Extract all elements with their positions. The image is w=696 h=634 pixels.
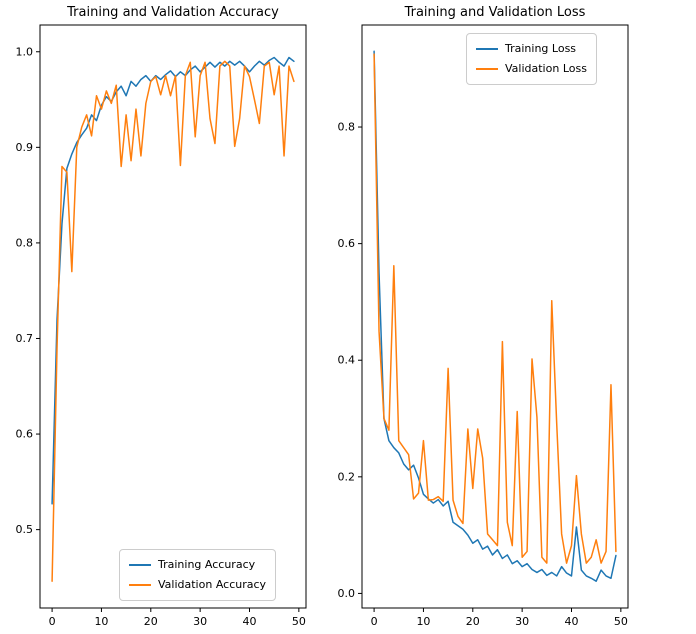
legend-item-training-accuracy: Training Accuracy: [129, 555, 266, 575]
x-tick-label: 30: [193, 615, 207, 628]
legend-item-training-loss: Training Loss: [476, 39, 587, 59]
y-tick-label: 0.4: [338, 354, 356, 367]
validation-accuracy-line-swatch: [129, 584, 151, 586]
x-tick-label: 20: [466, 615, 480, 628]
training-loss-line: [373, 50, 617, 582]
y-tick-label: 0.5: [16, 523, 34, 536]
y-tick-label: 0.7: [16, 332, 34, 345]
legend-label-training-accuracy: Training Accuracy: [158, 558, 256, 571]
legend-item-validation-loss: Validation Loss: [476, 59, 587, 79]
x-tick-label: 50: [614, 615, 628, 628]
x-tick-label: 40: [564, 615, 578, 628]
validation-loss-line-swatch: [476, 68, 498, 70]
loss-legend: Training Loss Validation Loss: [466, 33, 597, 85]
x-tick-label: 30: [515, 615, 529, 628]
y-tick-label: 0.8: [16, 236, 34, 249]
legend-label-training-loss: Training Loss: [505, 42, 577, 55]
training-accuracy-line: [51, 56, 295, 505]
legend-label-validation-accuracy: Validation Accuracy: [158, 578, 267, 591]
accuracy-chart-title: Training and Validation Accuracy: [67, 5, 279, 20]
loss-chart-title: Training and Validation Loss: [404, 5, 586, 20]
accuracy-legend: Training Accuracy Validation Accuracy: [119, 549, 277, 601]
y-tick-label: 0.2: [338, 470, 356, 483]
x-tick-label: 40: [242, 615, 256, 628]
training-accuracy-line-swatch: [129, 564, 151, 566]
y-tick-label: 0.6: [338, 237, 356, 250]
y-tick-label: 0.6: [16, 428, 34, 441]
y-tick-label: 0.0: [338, 587, 356, 600]
validation-loss-line: [373, 53, 617, 564]
x-tick-label: 20: [144, 615, 158, 628]
axes-spines: [39, 24, 307, 609]
x-tick-label: 10: [94, 615, 108, 628]
y-tick-label: 0.8: [338, 121, 356, 134]
y-tick-label: 0.9: [16, 141, 34, 154]
axes-spines: [361, 24, 629, 609]
x-tick-label: 10: [416, 615, 430, 628]
legend-label-validation-loss: Validation Loss: [505, 62, 587, 75]
y-tick-label: 1.0: [16, 45, 34, 58]
training-loss-line-swatch: [476, 48, 498, 50]
validation-accuracy-line: [51, 60, 295, 582]
x-tick-label: 0: [49, 615, 56, 628]
legend-item-validation-accuracy: Validation Accuracy: [129, 575, 266, 595]
x-tick-label: 50: [292, 615, 306, 628]
x-tick-label: 0: [371, 615, 378, 628]
